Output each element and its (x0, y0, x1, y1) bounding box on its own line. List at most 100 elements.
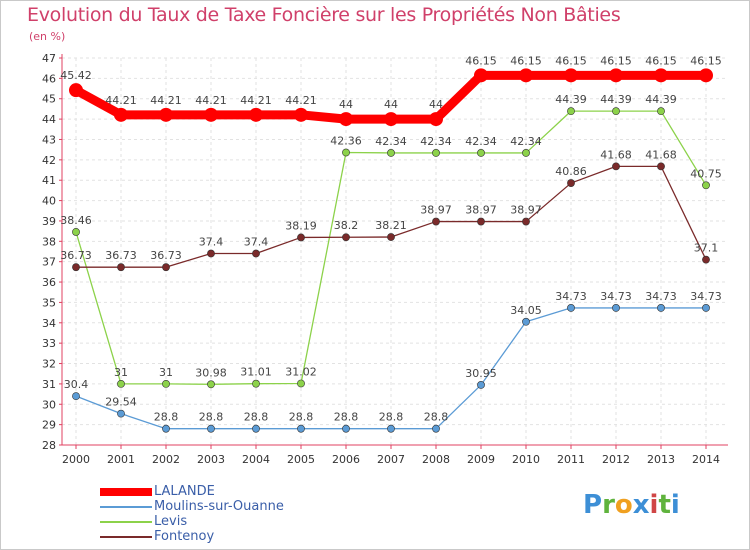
legend-swatch-fontenoy (100, 536, 152, 538)
data-point-lalande (294, 107, 308, 122)
legend-label-lalande: LALANDE (154, 484, 215, 499)
data-label-fontenoy: 36.73 (105, 249, 137, 262)
y-tick-label: 34 (42, 317, 56, 330)
data-point-lalande (654, 68, 668, 83)
data-label-fontenoy: 38.97 (465, 204, 497, 217)
data-point-levis (117, 379, 125, 388)
data-point-levis (342, 148, 350, 157)
y-tick-label: 33 (42, 337, 56, 350)
legend-swatch-moulins (100, 506, 152, 508)
data-point-levis (432, 149, 440, 157)
data-label-lalande: 46.15 (555, 54, 587, 67)
data-label-levis: 40.75 (690, 167, 722, 180)
data-point-fontenoy (432, 217, 440, 226)
data-label-lalande: 46.15 (510, 54, 542, 67)
data-point-lalande (159, 107, 173, 122)
data-label-moulins: 29.54 (105, 396, 137, 409)
data-label-fontenoy: 38.19 (285, 219, 317, 232)
data-label-fontenoy: 40.86 (555, 165, 587, 178)
data-point-fontenoy (702, 255, 710, 264)
data-point-lalande (564, 68, 578, 83)
data-label-lalande: 45.42 (60, 69, 92, 82)
data-label-moulins: 28.8 (244, 411, 269, 424)
data-label-lalande: 44.21 (240, 94, 272, 107)
data-label-moulins: 30.95 (465, 367, 497, 380)
data-point-levis (162, 379, 170, 388)
data-label-moulins: 34.73 (690, 290, 722, 303)
data-label-lalande: 44.21 (150, 94, 182, 107)
data-label-moulins: 30.4 (64, 378, 89, 391)
data-point-fontenoy (567, 179, 575, 187)
data-point-moulins (657, 304, 665, 312)
data-point-lalande (699, 68, 713, 83)
data-point-moulins (567, 304, 575, 312)
data-label-levis: 42.36 (330, 135, 362, 148)
data-label-levis: 31 (114, 366, 128, 379)
proxiti-logo: Proxiti (583, 490, 680, 520)
data-label-levis: 38.46 (60, 214, 92, 227)
y-tick-label: 46 (42, 72, 56, 85)
data-point-fontenoy (207, 249, 215, 258)
y-tick-label: 36 (42, 276, 56, 289)
data-point-levis (612, 107, 620, 116)
data-point-lalande (339, 112, 353, 127)
data-point-moulins (612, 304, 620, 312)
y-tick-label: 37 (42, 256, 56, 269)
data-point-lalande (204, 107, 218, 122)
data-label-moulins: 28.8 (289, 411, 314, 424)
legend-label-levis: Levis (154, 514, 188, 529)
data-point-levis (657, 107, 665, 116)
data-point-lalande (114, 107, 128, 122)
data-label-levis: 44.39 (555, 93, 587, 106)
data-label-fontenoy: 37.4 (244, 236, 269, 249)
data-point-fontenoy (387, 233, 395, 241)
data-label-levis: 42.34 (465, 135, 497, 148)
data-point-fontenoy (252, 249, 260, 258)
data-label-levis: 31 (159, 366, 173, 379)
data-point-moulins (342, 424, 350, 433)
data-label-fontenoy: 37.4 (199, 236, 224, 249)
x-tick-label: 2009 (467, 453, 495, 466)
data-point-moulins (117, 409, 125, 418)
data-point-moulins (702, 304, 710, 312)
legend-label-fontenoy: Fontenoy (154, 529, 215, 544)
x-tick-label: 2006 (332, 453, 360, 466)
data-point-moulins (477, 381, 485, 389)
data-label-moulins: 34.73 (600, 290, 632, 303)
data-label-moulins: 28.8 (424, 411, 449, 424)
data-point-fontenoy (657, 162, 665, 171)
data-label-fontenoy: 38.97 (420, 204, 452, 217)
data-point-moulins (387, 424, 395, 433)
data-label-fontenoy: 38.97 (510, 204, 542, 217)
x-tick-label: 2003 (197, 453, 225, 466)
x-tick-label: 2004 (242, 453, 270, 466)
y-tick-label: 29 (42, 419, 56, 432)
x-tick-label: 2001 (107, 453, 135, 466)
y-axis-unit-label: (en %) (29, 30, 66, 43)
data-label-fontenoy: 41.68 (645, 148, 677, 161)
y-tick-label: 42 (42, 154, 56, 167)
data-point-lalande (474, 68, 488, 83)
y-tick-label: 32 (42, 358, 56, 371)
data-label-moulins: 34.73 (555, 290, 587, 303)
y-tick-label: 39 (42, 215, 56, 228)
data-point-levis (477, 149, 485, 157)
data-point-fontenoy (477, 217, 485, 226)
data-label-lalande: 44 (384, 98, 398, 111)
data-label-levis: 42.34 (510, 135, 542, 148)
data-point-levis (207, 380, 215, 389)
data-label-levis: 30.98 (195, 366, 227, 379)
data-point-lalande (249, 107, 263, 122)
y-tick-label: 47 (42, 52, 56, 65)
data-point-moulins (162, 424, 170, 433)
data-point-moulins (252, 424, 260, 433)
data-point-lalande (69, 83, 83, 98)
legend-label-moulins: Moulins-sur-Ouanne (154, 499, 284, 514)
data-point-levis (567, 107, 575, 116)
data-label-lalande: 44 (429, 98, 443, 111)
data-label-fontenoy: 36.73 (150, 249, 182, 262)
chart-plot: 28 29 30 31 32 33 34 35 36 37 38 39 40 41 42 43 44 45 46 47… (42, 52, 728, 466)
x-tick-label: 2010 (512, 453, 540, 466)
data-label-lalande: 44.21 (195, 94, 227, 107)
y-tick-label: 45 (42, 93, 56, 106)
